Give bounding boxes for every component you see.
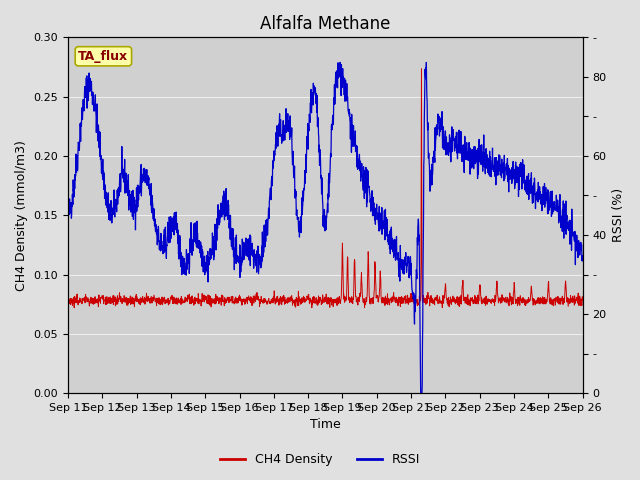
- CH4 Density: [64, 296, 72, 301]
- RSSI: [90, 103, 98, 108]
- Line: RSSI: RSSI: [68, 62, 582, 393]
- Text: TA_flux: TA_flux: [78, 50, 129, 63]
- CH4 Density: [579, 297, 586, 303]
- Y-axis label: RSSI (%): RSSI (%): [612, 188, 625, 242]
- X-axis label: Time: Time: [310, 419, 340, 432]
- Line: CH4 Density: CH4 Density: [68, 69, 582, 308]
- RSSI: [470, 166, 477, 171]
- CH4 Density: [564, 303, 572, 309]
- CH4 Density: [91, 295, 99, 301]
- RSSI: [579, 258, 586, 264]
- Title: Alfalfa Methane: Alfalfa Methane: [260, 15, 390, 33]
- RSSI: [564, 226, 572, 232]
- CH4 Density: [70, 305, 78, 311]
- CH4 Density: [564, 299, 572, 305]
- CH4 Density: [470, 300, 477, 305]
- Y-axis label: CH4 Density (mmol/m3): CH4 Density (mmol/m3): [15, 140, 28, 291]
- CH4 Density: [315, 293, 323, 299]
- Legend: CH4 Density, RSSI: CH4 Density, RSSI: [214, 448, 426, 471]
- RSSI: [301, 178, 308, 184]
- RSSI: [64, 208, 72, 214]
- RSSI: [336, 60, 344, 65]
- RSSI: [314, 116, 322, 121]
- CH4 Density: [418, 66, 426, 72]
- RSSI: [417, 390, 424, 396]
- RSSI: [564, 221, 572, 227]
- CH4 Density: [301, 300, 308, 305]
